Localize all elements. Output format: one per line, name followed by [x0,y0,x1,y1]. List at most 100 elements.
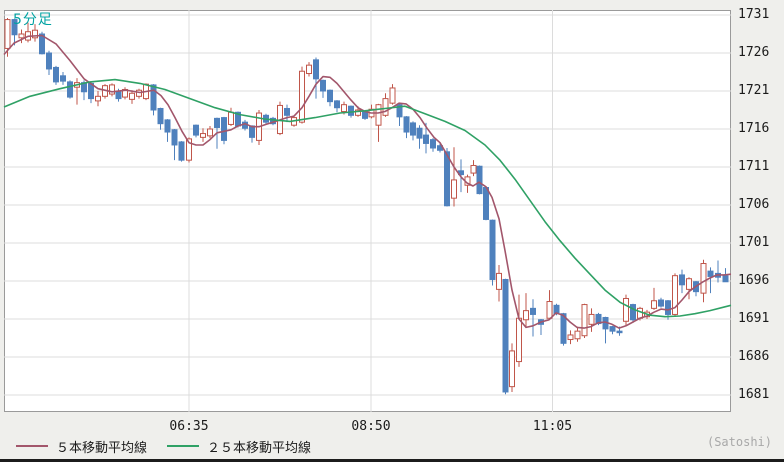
candle-body [186,138,192,161]
candle-body [416,127,423,139]
candle-body [284,107,290,116]
candle-body [32,29,38,39]
candle-body [502,278,509,393]
candle-body [11,19,18,36]
candle-body [530,307,536,315]
candle-body [476,165,483,195]
candle-body [355,109,361,116]
candle-body [164,119,171,133]
candle-body [157,107,164,125]
candle-body [129,92,135,100]
candle-body [430,139,436,149]
candle-body [451,179,457,199]
candle-body [588,313,595,325]
candle-body [178,141,185,161]
legend-label: ５本移動平均線 [56,440,148,456]
candle-body [489,219,496,280]
candle-body [228,111,234,125]
candle-body [403,116,410,133]
candle-body [496,272,502,290]
candle-body [60,75,66,82]
candle-body [95,95,101,102]
candle-body [574,330,581,340]
price-tick-label: 1711 [738,159,770,174]
candle-body [382,98,389,116]
candle-body [249,125,255,138]
candle-body [616,330,623,334]
candle-body [53,66,59,83]
candle-body [609,326,616,332]
timeframe-label: 5分足 [13,12,53,28]
candle-body [516,317,522,363]
legend-line-swatch [16,445,48,447]
candle-body [115,91,122,100]
legend-item: ２５本移動平均線 [167,437,311,456]
candle-body [389,87,396,104]
candle-body [470,164,477,174]
price-tick-label: 1686 [738,349,770,364]
candle-body [444,151,450,207]
candle-body [299,70,305,123]
candle-body [396,104,403,118]
price-tick-label: 1716 [738,121,770,136]
candle-body [193,124,199,136]
time-tick-label: 11:05 [532,419,573,434]
candle-body [483,187,489,220]
price-tick-label: 1726 [738,45,770,60]
time-tick-label: 06:35 [169,419,209,434]
watermark-label: (Satoshi) [706,435,772,449]
price-tick-label: 1731 [738,7,770,22]
candle-body [567,334,574,341]
candle-body [4,19,11,49]
candle-body [686,278,692,290]
candle-body [221,117,227,141]
plot-area[interactable] [4,10,731,412]
candle-body [348,105,354,116]
legend-line-swatch [167,445,200,447]
ma-line [3,34,732,329]
legend-label: ２５本移動平均線 [207,440,312,456]
ma-line [3,78,732,318]
candle-body [39,33,45,55]
candle-body [327,89,333,103]
candle-body [523,310,529,321]
candle-body [313,59,319,80]
candle-body [67,81,73,98]
price-tick-label: 1696 [738,273,770,288]
price-tick-label: 1706 [738,197,770,212]
candle-body [630,304,636,321]
candle-body [658,299,664,307]
candle-body [665,300,671,315]
candle-body [623,297,629,322]
candle-body [679,274,685,286]
candle-body [581,304,588,337]
candle-body [546,301,553,319]
candle-body [18,33,25,39]
legend: ５本移動平均線 ２５本移動平均線 [16,437,331,456]
candle-body [560,313,567,344]
candle-body [46,52,52,70]
candle-body [595,313,602,325]
candle-body [122,88,128,98]
candle-body [375,104,382,126]
time-tick-label: 08:50 [351,419,391,434]
candle-body [171,129,178,146]
price-tick-label: 1721 [738,83,770,98]
candle-body [150,84,157,111]
price-tick-label: 1681 [738,387,770,402]
candle-body [200,133,206,138]
candle-body [651,300,657,309]
price-tick-label: 1691 [738,311,770,326]
candle-body [509,350,515,388]
candle-body [341,104,347,113]
candle-body [423,134,429,144]
candle-body [672,275,678,315]
candle-body [334,100,340,109]
legend-item: ５本移動平均線 [16,437,147,456]
candle-body [306,64,312,75]
candle-body [214,117,220,128]
candle-body [707,270,714,277]
candle-body [136,89,142,97]
